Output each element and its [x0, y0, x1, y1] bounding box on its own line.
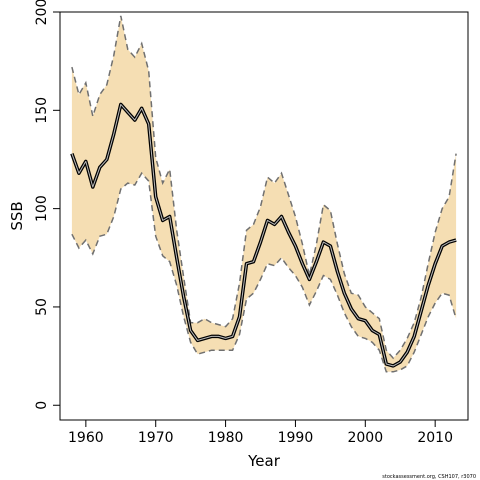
- y-tick-label: 100: [34, 195, 50, 222]
- ssb-estimate-line-inner: [71, 103, 457, 367]
- x-tick-label: 1990: [278, 430, 314, 446]
- y-axis-title: SSB: [8, 201, 26, 230]
- x-tick-label: 1970: [138, 430, 174, 446]
- x-tick-label: 2000: [347, 430, 383, 446]
- x-axis: 1960 1970 1980 1990 2000 2010: [68, 420, 453, 446]
- x-axis-title: Year: [247, 452, 281, 470]
- x-tick-label: 2010: [417, 430, 453, 446]
- upper-ci-line: [71, 15, 457, 360]
- x-tick-label: 1980: [208, 430, 244, 446]
- credit-text: stockassessment.org, CSH107, r3070: [382, 474, 476, 480]
- y-tick-label: 200: [34, 0, 50, 25]
- plot-area: [70, 15, 457, 373]
- plot-frame: [59, 11, 469, 421]
- y-tick-label: 50: [34, 298, 50, 316]
- y-tick-label: 150: [34, 97, 50, 124]
- x-tick-label: 1960: [68, 430, 104, 446]
- y-axis: 0 50 100 150 200: [34, 0, 60, 410]
- lower-ci-line: [71, 171, 457, 373]
- y-tick-label: 0: [34, 401, 50, 410]
